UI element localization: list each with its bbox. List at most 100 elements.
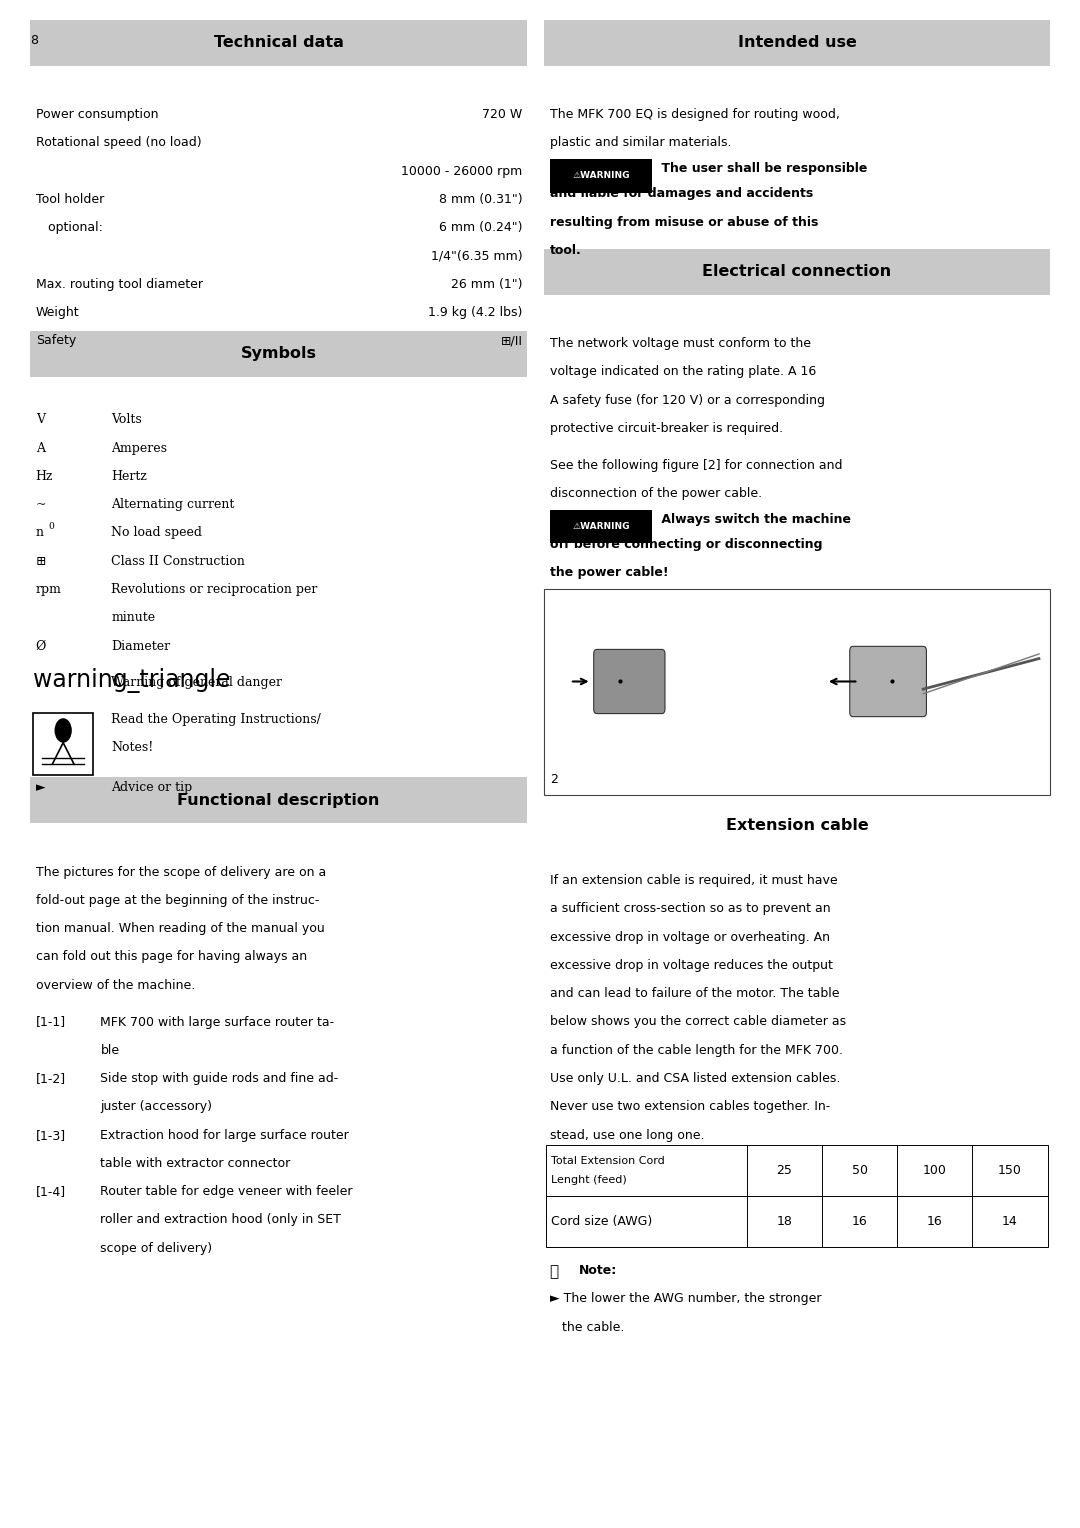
- Text: excessive drop in voltage reduces the output: excessive drop in voltage reduces the ou…: [550, 960, 833, 972]
- Text: Intended use: Intended use: [738, 35, 856, 50]
- Text: ⚠WARNING: ⚠WARNING: [572, 171, 630, 180]
- Text: The network voltage must conform to the: The network voltage must conform to the: [550, 338, 811, 350]
- Text: 1.9 kg (4.2 lbs): 1.9 kg (4.2 lbs): [429, 306, 523, 319]
- Text: a function of the cable length for the MFK 700.: a function of the cable length for the M…: [550, 1044, 842, 1057]
- Text: 720 W: 720 W: [483, 108, 523, 121]
- Text: Amperes: Amperes: [111, 442, 167, 455]
- Text: See the following figure [2] for connection and: See the following figure [2] for connect…: [550, 458, 842, 472]
- Text: 150: 150: [998, 1164, 1022, 1178]
- Text: voltage indicated on the rating plate. A 16: voltage indicated on the rating plate. A…: [550, 365, 816, 379]
- Text: the power cable!: the power cable!: [550, 565, 669, 579]
- Text: 6 mm (0.24"): 6 mm (0.24"): [440, 222, 523, 234]
- Text: a sufficient cross-section so as to prevent an: a sufficient cross-section so as to prev…: [550, 903, 831, 915]
- Text: resulting from misuse or abuse of this: resulting from misuse or abuse of this: [550, 215, 818, 229]
- Text: tion manual. When reading of the manual you: tion manual. When reading of the manual …: [36, 923, 324, 935]
- Text: Extraction hood for large surface router: Extraction hood for large surface router: [100, 1129, 349, 1141]
- Bar: [550, 509, 652, 542]
- Text: Weight: Weight: [36, 306, 79, 319]
- Text: MFK 700 with large surface router ta-: MFK 700 with large surface router ta-: [100, 1016, 335, 1028]
- Text: Cord size (AWG): Cord size (AWG): [551, 1215, 652, 1229]
- Text: below shows you the correct cable diameter as: below shows you the correct cable diamet…: [550, 1016, 846, 1028]
- Text: tool.: tool.: [550, 244, 581, 257]
- Text: stead, use one long one.: stead, use one long one.: [550, 1129, 704, 1141]
- Text: the cable.: the cable.: [550, 1320, 624, 1334]
- Text: can fold out this page for having always an: can fold out this page for having always…: [36, 950, 307, 964]
- Text: and can lead to failure of the motor. The table: and can lead to failure of the motor. Th…: [550, 987, 839, 1001]
- Circle shape: [54, 718, 71, 743]
- Text: and liable for damages and accidents: and liable for damages and accidents: [550, 188, 813, 200]
- Bar: [30, 330, 527, 376]
- Text: ► The lower the AWG number, the stronger: ► The lower the AWG number, the stronger: [550, 1293, 821, 1305]
- Bar: [544, 249, 1050, 295]
- Text: ⚠WARNING: ⚠WARNING: [572, 523, 630, 530]
- Text: Router table for edge veneer with feeler: Router table for edge veneer with feeler: [100, 1186, 353, 1198]
- Text: Technical data: Technical data: [214, 35, 343, 50]
- Bar: [544, 20, 1050, 66]
- Text: The user shall be responsible: The user shall be responsible: [657, 162, 867, 176]
- Text: juster (accessory): juster (accessory): [100, 1100, 213, 1114]
- Text: 14: 14: [1002, 1215, 1017, 1229]
- Text: 25: 25: [777, 1164, 793, 1178]
- Text: overview of the machine.: overview of the machine.: [36, 979, 194, 992]
- Text: Warning of general danger: Warning of general danger: [111, 677, 282, 689]
- Text: disconnection of the power cable.: disconnection of the power cable.: [550, 487, 761, 500]
- Text: off before connecting or disconnecting: off before connecting or disconnecting: [550, 538, 822, 550]
- Text: 2: 2: [550, 773, 557, 785]
- Bar: [30, 778, 527, 824]
- Bar: [544, 588, 1050, 795]
- Text: The pictures for the scope of delivery are on a: The pictures for the scope of delivery a…: [36, 866, 326, 879]
- Bar: [30, 20, 527, 66]
- Text: ~: ~: [36, 498, 46, 512]
- Text: Extension cable: Extension cable: [726, 817, 868, 833]
- Text: Alternating current: Alternating current: [111, 498, 234, 512]
- Text: Rotational speed (no load): Rotational speed (no load): [36, 136, 201, 150]
- Text: Diameter: Diameter: [111, 640, 171, 652]
- Text: Never use two extension cables together. In-: Never use two extension cables together.…: [550, 1100, 829, 1114]
- Text: Hertz: Hertz: [111, 471, 147, 483]
- Text: Max. routing tool diameter: Max. routing tool diameter: [36, 278, 203, 290]
- Text: Always switch the machine: Always switch the machine: [657, 512, 851, 526]
- Text: Note:: Note:: [579, 1264, 617, 1277]
- Text: 8 mm (0.31"): 8 mm (0.31"): [440, 193, 523, 206]
- Text: plastic and similar materials.: plastic and similar materials.: [550, 136, 731, 150]
- Text: Functional description: Functional description: [177, 793, 380, 808]
- Text: roller and extraction hood (only in SET: roller and extraction hood (only in SET: [100, 1213, 341, 1227]
- Text: Safety: Safety: [36, 335, 76, 347]
- Text: Notes!: Notes!: [111, 741, 153, 755]
- Text: 26 mm (1"): 26 mm (1"): [451, 278, 523, 290]
- Text: scope of delivery): scope of delivery): [100, 1242, 213, 1254]
- FancyBboxPatch shape: [850, 646, 927, 717]
- Text: ⊞/II: ⊞/II: [501, 335, 523, 347]
- Text: rpm: rpm: [36, 584, 62, 596]
- Text: fold-out page at the beginning of the instruc-: fold-out page at the beginning of the in…: [36, 894, 319, 908]
- Text: excessive drop in voltage or overheating. An: excessive drop in voltage or overheating…: [550, 931, 829, 944]
- Text: ⊞: ⊞: [36, 555, 46, 568]
- Bar: [546, 1146, 1048, 1247]
- Text: Side stop with guide rods and fine ad-: Side stop with guide rods and fine ad-: [100, 1073, 339, 1085]
- Text: ⓘ: ⓘ: [550, 1264, 558, 1279]
- Bar: [550, 159, 652, 193]
- Bar: [33, 714, 93, 775]
- Text: 50: 50: [852, 1164, 867, 1178]
- Text: warning_triangle: warning_triangle: [33, 668, 231, 692]
- Text: 10000 - 26000 rpm: 10000 - 26000 rpm: [402, 165, 523, 177]
- Text: Symbols: Symbols: [241, 347, 316, 361]
- Text: If an extension cable is required, it must have: If an extension cable is required, it mu…: [550, 874, 837, 888]
- Text: No load speed: No load speed: [111, 527, 202, 539]
- Text: Total Extension Cord: Total Extension Cord: [551, 1155, 664, 1166]
- Text: [1-2]: [1-2]: [36, 1073, 66, 1085]
- Text: Lenght (feed): Lenght (feed): [551, 1175, 626, 1186]
- Text: 16: 16: [852, 1215, 867, 1229]
- Text: Advice or tip: Advice or tip: [111, 781, 192, 795]
- Text: The MFK 700 EQ is designed for routing wood,: The MFK 700 EQ is designed for routing w…: [550, 108, 839, 121]
- Text: [1-4]: [1-4]: [36, 1186, 66, 1198]
- Text: [1-3]: [1-3]: [36, 1129, 66, 1141]
- FancyBboxPatch shape: [594, 649, 665, 714]
- Text: protective circuit-breaker is required.: protective circuit-breaker is required.: [550, 422, 787, 435]
- Text: A safety fuse (for 120 V) or a corresponding: A safety fuse (for 120 V) or a correspon…: [550, 394, 825, 406]
- Text: Use only U.L. and CSA listed extension cables.: Use only U.L. and CSA listed extension c…: [550, 1073, 840, 1085]
- Text: A: A: [36, 442, 44, 455]
- Text: Ø: Ø: [36, 640, 46, 652]
- Text: 8: 8: [30, 34, 38, 47]
- Text: Read the Operating Instructions/: Read the Operating Instructions/: [111, 714, 321, 726]
